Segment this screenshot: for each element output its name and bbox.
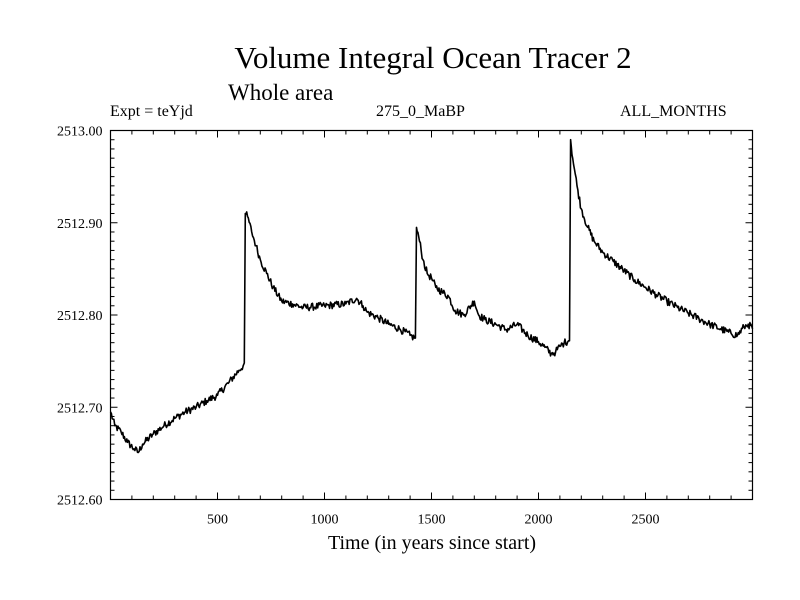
x-tick-label: 1500 bbox=[418, 513, 446, 528]
y-tick-label: 2513.00 bbox=[57, 125, 103, 140]
months-label: ALL_MONTHS bbox=[620, 103, 727, 120]
x-tick-label: 2000 bbox=[525, 513, 553, 528]
x-tick-label: 1000 bbox=[311, 513, 339, 528]
y-tick-label: 2512.60 bbox=[57, 494, 103, 509]
y-tick-label: 2512.80 bbox=[57, 309, 103, 324]
x-tick-label: 500 bbox=[207, 513, 228, 528]
period-label: 275_0_MaBP bbox=[376, 103, 465, 120]
y-tick-label: 2512.90 bbox=[57, 217, 103, 232]
plot-frame bbox=[109, 129, 754, 501]
experiment-label: Expt = teYjd bbox=[110, 103, 193, 120]
data-series-line bbox=[109, 138, 754, 454]
x-tick-label: 2500 bbox=[632, 513, 660, 528]
y-tick-label: 2512.70 bbox=[57, 401, 103, 416]
x-axis-label: Time (in years since start) bbox=[327, 532, 537, 554]
chart-title: Volume Integral Ocean Tracer 2 bbox=[234, 40, 632, 75]
chart-subtitle: Whole area bbox=[228, 80, 334, 105]
